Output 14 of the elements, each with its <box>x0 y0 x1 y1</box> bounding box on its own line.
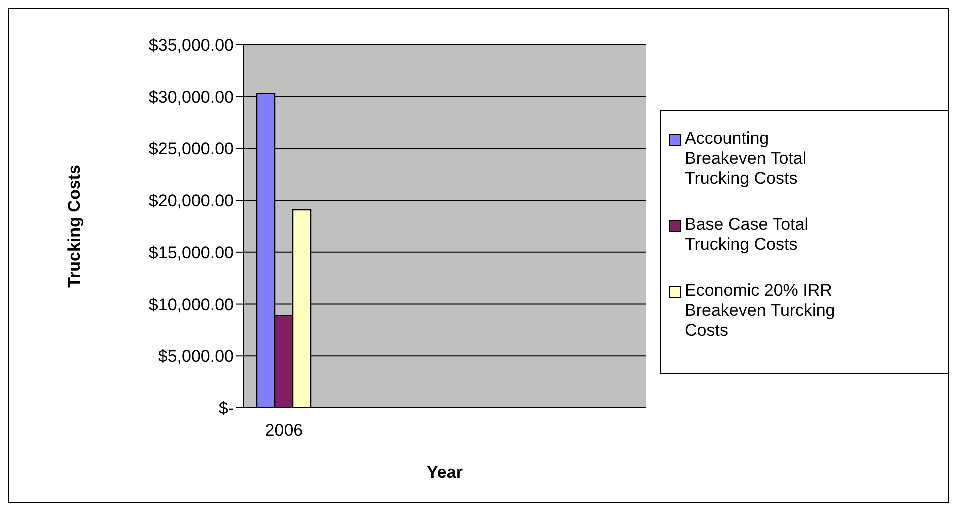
y-tick-label: $10,000.00 <box>148 295 234 314</box>
x-axis-title: Year <box>427 463 464 482</box>
y-tick-label: $30,000.00 <box>148 88 234 107</box>
y-tick-label: $5,000.00 <box>158 347 234 366</box>
y-tick-label: $15,000.00 <box>148 243 234 262</box>
y-tick-label: $20,000.00 <box>148 192 234 211</box>
y-tick-label: $25,000.00 <box>148 140 234 159</box>
y-axis-title: Trucking Costs <box>65 165 84 288</box>
y-tick-label: $- <box>218 399 234 418</box>
legend-label: Economic 20% IRR Breakeven Turcking Costs <box>685 281 836 341</box>
y-tick-label: $35,000.00 <box>148 36 234 56</box>
legend-label: Accounting Breakeven Total Trucking Costs <box>685 129 808 189</box>
x-tick-label: 2006 <box>265 421 304 440</box>
legend-label: Base Case Total Trucking Costs <box>685 215 810 255</box>
